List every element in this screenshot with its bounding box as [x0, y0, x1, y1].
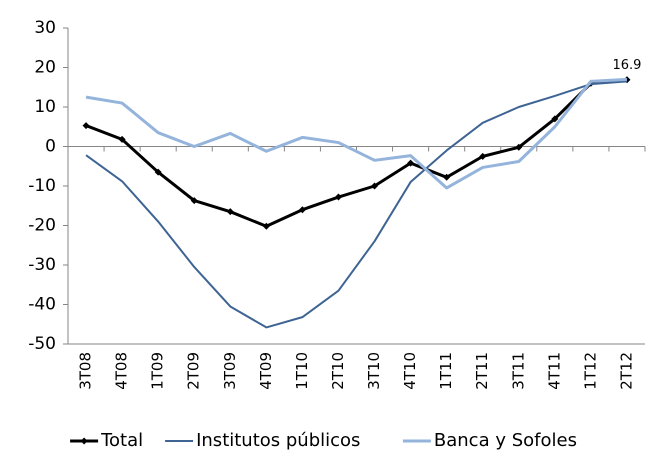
x-tick-label: 2T11 [473, 352, 491, 390]
y-tick-label: 10 [34, 97, 56, 117]
series-line [85, 77, 628, 190]
point-marker [118, 135, 126, 143]
point-marker [262, 222, 270, 230]
point-marker [515, 143, 523, 151]
series-line [85, 80, 628, 329]
point-marker [298, 206, 306, 214]
x-tick-label: 1T10 [293, 352, 311, 390]
y-tick-label: -10 [28, 176, 56, 196]
legend-label: Institutos públicos [196, 430, 360, 451]
point-marker [443, 173, 451, 181]
point-marker [154, 168, 162, 176]
point-marker [407, 159, 415, 167]
legend-label: Banca y Sofoles [434, 430, 577, 451]
x-tick-label: 3T09 [221, 352, 239, 390]
x-tick-label: 3T10 [365, 352, 383, 390]
x-tick-label: 4T09 [257, 352, 275, 390]
series-line [85, 78, 628, 228]
legend-marker [80, 437, 88, 445]
point-marker [190, 197, 198, 205]
point-marker [479, 152, 487, 160]
y-tick-label: -40 [28, 295, 56, 315]
point-marker [226, 208, 234, 216]
y-tick-label: 20 [34, 58, 56, 78]
y-tick-label: 30 [34, 18, 56, 38]
legend-label: Total [100, 430, 143, 451]
y-tick-label: -20 [28, 216, 56, 236]
x-tick-label: 1T09 [149, 352, 167, 390]
x-tick-label: 2T09 [185, 352, 203, 390]
data-label: 16.9 [612, 58, 641, 73]
x-tick-label: 4T10 [401, 352, 419, 390]
x-tick-label: 2T12 [617, 352, 635, 390]
x-tick-label: 4T11 [545, 352, 563, 390]
x-tick-label: 3T08 [77, 352, 95, 390]
y-tick-label: 0 [45, 137, 56, 157]
point-marker [82, 122, 90, 130]
x-tick-label: 1T11 [437, 352, 455, 390]
point-marker [551, 115, 559, 123]
point-marker [334, 193, 342, 201]
x-tick-label: 2T10 [329, 352, 347, 390]
x-tick-label: 1T12 [581, 352, 599, 390]
point-marker [371, 182, 379, 190]
y-tick-label: -30 [28, 255, 56, 275]
x-tick-label: 3T11 [509, 352, 527, 390]
x-tick-label: 4T08 [113, 352, 131, 390]
y-tick-label: -50 [28, 334, 56, 354]
